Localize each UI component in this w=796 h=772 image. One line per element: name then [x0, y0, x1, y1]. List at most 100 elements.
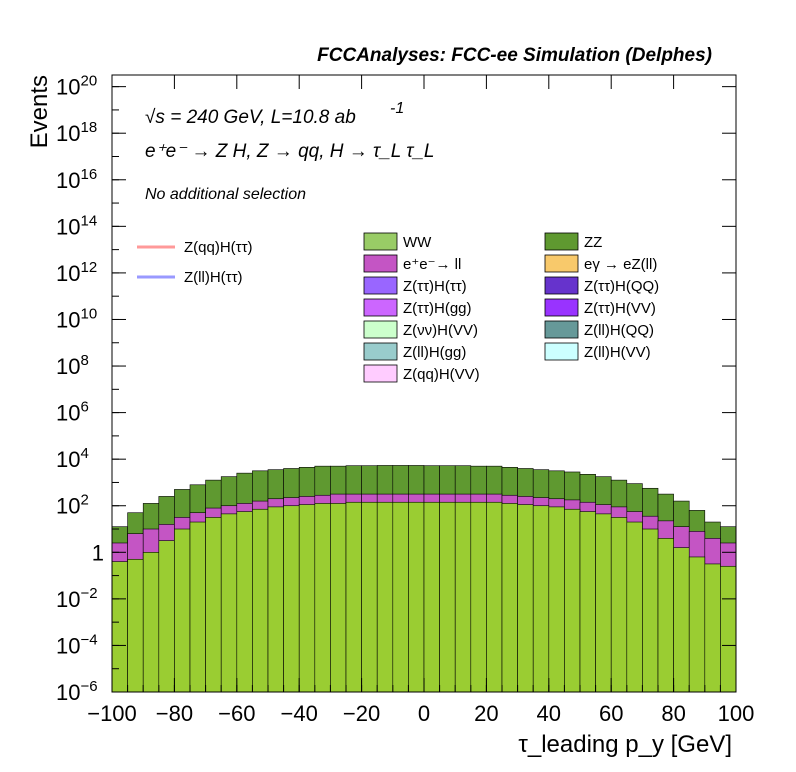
- legend-swatch-9: [544, 320, 579, 339]
- chart-title: FCCAnalyses: FCC-ee Simulation (Delphes): [317, 45, 712, 66]
- x-tick-label-7: 40: [537, 701, 561, 726]
- x-tick-label-10: 100: [718, 701, 755, 726]
- chart-texts: FCCAnalyses: FCC-ee Simulation (Delphes)…: [26, 45, 732, 758]
- legend-label-6: Z(ττ)H(gg): [403, 300, 472, 317]
- energy-exponent: -1: [390, 100, 404, 117]
- hist-bin-2-20: [423, 501, 440, 693]
- hist-bin-2-9: [252, 508, 269, 693]
- hist-bin-2-0: [111, 561, 128, 693]
- y-tick-label-10: 1: [92, 540, 104, 565]
- legend: WW ZZ e⁺e⁻→ ll eγ → eZ(ll) Z(ττ)H(ττ) Z(ττ)H(…: [137, 232, 659, 383]
- legend-swatch-7: [544, 298, 579, 317]
- legend-swatch-4: [363, 276, 398, 295]
- x-tick-label-5: 0: [418, 701, 430, 726]
- y-tick-label-0: 1020: [56, 73, 97, 100]
- legend-swatch-1: [544, 232, 579, 251]
- hist-bin-2-31: [595, 513, 612, 693]
- hist-bin-2-12: [298, 504, 316, 693]
- hist-bin-2-11: [283, 505, 300, 693]
- y-tick-label-13: 10−6: [56, 678, 98, 705]
- histogram-layers: [111, 465, 737, 693]
- hist-bin-2-7: [220, 513, 238, 693]
- hist-bin-2-17: [376, 501, 394, 693]
- x-tick-label-1: −80: [156, 701, 193, 726]
- x-tick-label-3: −40: [281, 701, 318, 726]
- axes: −100 −80 −60 −40 −20 0 20 40 60 80 100 1020 1018 1016…: [56, 73, 754, 726]
- signal-legend-label-1: Z(ll)H(ττ): [184, 269, 243, 286]
- hist-bin-2-26: [517, 504, 534, 693]
- hist-bin-2-21: [439, 501, 456, 693]
- x-tick-label-8: 60: [599, 701, 623, 726]
- legend-label-9: Z(ll)H(QQ): [584, 322, 654, 339]
- hist-bin-2-19: [408, 501, 425, 693]
- legend-swatch-12: [363, 364, 398, 383]
- legend-swatch-3: [544, 254, 579, 273]
- legend-swatch-5: [544, 276, 579, 295]
- hist-bin-2-15: [345, 501, 362, 693]
- hist-bin-2-8: [236, 511, 253, 693]
- y-tick-label-8: 104: [56, 445, 89, 472]
- x-tick-label-2: −60: [218, 701, 255, 726]
- y-tick-label-4: 1012: [56, 259, 97, 286]
- y-tick-label-3: 1014: [56, 212, 97, 239]
- x-tick-label-0: −100: [87, 701, 137, 726]
- signal-legend-label-0: Z(qq)H(ττ): [184, 239, 253, 256]
- hist-bin-2-35: [657, 538, 674, 693]
- selection-annotation: No additional selection: [145, 186, 306, 203]
- hist-bin-2-36: [673, 547, 690, 693]
- legend-swatch-6: [363, 298, 398, 317]
- hist-bin-2-10: [267, 506, 284, 693]
- hist-bin-2-34: [642, 528, 659, 693]
- hist-bin-2-30: [579, 511, 596, 693]
- hist-bin-2-18: [392, 501, 409, 693]
- legend-label-11: Z(ll)H(VV): [584, 344, 651, 361]
- energy-annotation: √s = 240 GeV, L=10.8 ab: [145, 107, 356, 128]
- legend-label-1: ZZ: [584, 234, 602, 251]
- hist-bin-2-5: [189, 521, 206, 693]
- y-tick-label-12: 10−4: [56, 631, 98, 658]
- hist-bin-2-16: [361, 501, 378, 693]
- y-tick-label-7: 106: [56, 399, 89, 426]
- hist-bin-2-27: [532, 505, 550, 693]
- hist-bin-2-32: [610, 517, 628, 693]
- legend-swatch-11: [544, 342, 579, 361]
- legend-label-7: Z(ττ)H(VV): [584, 300, 656, 317]
- legend-swatch-8: [363, 320, 398, 339]
- legend-swatch-0: [363, 232, 398, 251]
- y-tick-label-2: 1016: [56, 166, 97, 193]
- legend-label-12: Z(qq)H(VV): [403, 366, 480, 383]
- hist-bin-2-23: [470, 501, 487, 693]
- hist-bin-2-13: [314, 503, 331, 693]
- hist-bin-2-4: [174, 528, 191, 693]
- y-tick-label-1: 1018: [56, 119, 97, 146]
- hist-bin-2-38: [704, 563, 721, 693]
- y-tick-label-11: 10−2: [56, 585, 98, 612]
- hist-bin-2-1: [127, 558, 144, 693]
- hist-bin-2-22: [454, 501, 472, 693]
- legend-swatch-10: [363, 342, 398, 361]
- process-annotation: e⁺e⁻ → Z H, Z → qq, H → τ_L τ_L: [145, 141, 434, 162]
- legend-label-3: eγ → eZ(ll): [584, 256, 657, 273]
- legend-swatch-2: [363, 254, 398, 273]
- x-tick-label-4: −20: [343, 701, 380, 726]
- hist-bin-2-3: [158, 540, 175, 693]
- hist-bin-2-39: [720, 565, 737, 693]
- hist-bin-2-33: [626, 521, 643, 693]
- legend-label-4: Z(ττ)H(ττ): [403, 278, 467, 295]
- y-tick-label-9: 102: [56, 492, 89, 519]
- legend-label-8: Z(νν)H(VV): [403, 322, 478, 339]
- x-tick-label-6: 20: [474, 701, 498, 726]
- legend-label-2: e⁺e⁻→ ll: [403, 256, 461, 273]
- hist-bin-2-2: [142, 552, 160, 693]
- hist-bin-2-29: [564, 508, 581, 693]
- legend-label-0: WW: [403, 234, 432, 251]
- hist-bin-2-24: [486, 501, 503, 693]
- legend-label-5: Z(ττ)H(QQ): [584, 278, 659, 295]
- y-tick-label-6: 108: [56, 352, 89, 379]
- hist-bin-2-28: [548, 506, 565, 693]
- legend-label-10: Z(ll)H(gg): [403, 344, 466, 361]
- hist-bin-2-6: [205, 517, 222, 693]
- hist-bin-2-25: [501, 503, 518, 693]
- hist-bin-2-37: [688, 556, 706, 693]
